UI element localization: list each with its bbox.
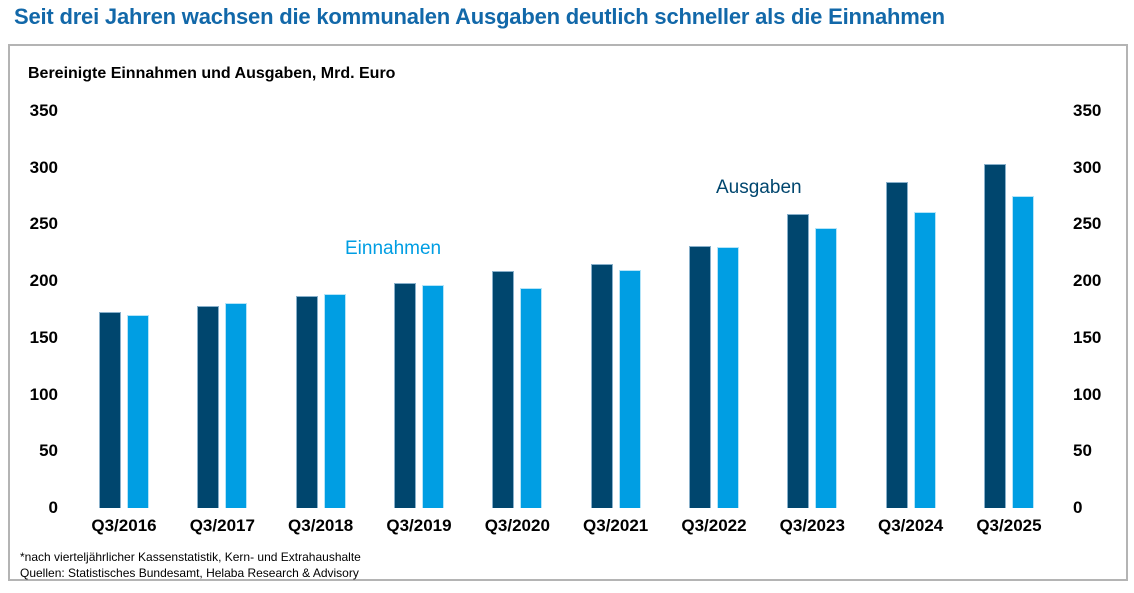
y-tick-label-300: 300 — [1073, 157, 1102, 177]
y-tick-label-150: 150 — [29, 327, 58, 347]
y-tick-label-250: 250 — [1073, 214, 1102, 234]
x-tick-label-q3-2021: Q3/2021 — [583, 516, 649, 535]
bar-ausgaben-q3-2019 — [393, 283, 416, 508]
x-tick-label-q3-2020: Q3/2020 — [484, 516, 550, 535]
bar-group-q3-2023: Q3/2023 — [780, 111, 845, 535]
bar-group-q3-2022: Q3/2022 — [681, 111, 747, 535]
x-tick-label-q3-2017: Q3/2017 — [189, 516, 255, 535]
bar-group-q3-2019: Q3/2019 — [386, 111, 452, 535]
bar-einnahmen-q3-2018 — [323, 293, 346, 508]
y-tick-label-100: 100 — [1073, 384, 1102, 404]
y-tick-label-200: 200 — [1073, 271, 1102, 291]
bar-einnahmen-q3-2023 — [815, 227, 838, 508]
bar-ausgaben-q3-2023 — [787, 214, 810, 508]
bar-ausgaben-q3-2021 — [590, 264, 613, 508]
bar-ausgaben-q3-2020 — [492, 270, 515, 508]
bar-ausgaben-q3-2017 — [197, 306, 220, 508]
y-axis-left: 350 300 250 200 150 100 50 0 — [16, 101, 58, 517]
bar-einnahmen-q3-2019 — [421, 284, 444, 508]
bar-einnahmen-q3-2017 — [225, 302, 248, 508]
chart-subtitle: Bereinigte Einnahmen und Ausgaben, Mrd. … — [28, 65, 396, 82]
y-tick-label-200: 200 — [29, 271, 58, 291]
bar-group-q3-2016: Q3/2016 — [91, 111, 157, 535]
y-axis-right: 350 300 250 200 150 100 50 0 — [1073, 101, 1123, 517]
bar-ausgaben-q3-2016 — [99, 311, 121, 508]
y-tick-label-0: 0 — [48, 498, 58, 517]
y-tick-label-350: 350 — [1073, 101, 1102, 120]
chart-panel-frame — [8, 44, 1128, 581]
bar-group-q3-2020: Q3/2020 — [485, 111, 550, 535]
bar-einnahmen-q3-2025 — [1011, 196, 1034, 508]
y-tick-label-100: 100 — [29, 384, 58, 404]
bar-einnahmen-q3-2020 — [520, 287, 543, 508]
series-label-ausgaben: Ausgaben — [716, 177, 802, 198]
x-tick-label-q3-2019: Q3/2019 — [386, 516, 452, 535]
x-tick-label-q3-2018: Q3/2018 — [288, 516, 354, 535]
x-tick-label-q3-2023: Q3/2023 — [779, 516, 845, 535]
x-tick-label-q3-2025: Q3/2025 — [976, 516, 1042, 535]
series-label-einnahmen: Einnahmen — [345, 238, 442, 259]
plot-area: Q3/2016 Q3/2017 Q3/2018 Q3/2019 Q3/2020 Q3/20… — [85, 111, 1048, 535]
y-tick-label-50: 50 — [1073, 441, 1092, 461]
bar-group-q3-2021: Q3/2021 — [583, 111, 648, 535]
footnote-source-note: *nach vierteljährlicher Kassenstatistik,… — [20, 550, 361, 564]
footnote-sources: Quellen: Statistisches Bundesamt, Helaba… — [20, 566, 359, 581]
bar-group-q3-2017: Q3/2017 — [190, 111, 255, 535]
bar-einnahmen-q3-2016 — [127, 315, 149, 508]
bar-group-q3-2018: Q3/2018 — [288, 111, 353, 535]
x-tick-label-q3-2016: Q3/2016 — [91, 516, 157, 535]
y-tick-label-50: 50 — [39, 441, 58, 461]
bar-ausgaben-q3-2024 — [885, 182, 908, 508]
y-tick-label-0: 0 — [1073, 498, 1083, 517]
chart-title: Seit drei Jahren wachsen die kommunalen … — [14, 4, 945, 29]
bar-einnahmen-q3-2024 — [913, 211, 936, 508]
bar-group-q3-2024: Q3/2024 — [878, 111, 943, 535]
y-tick-label-350: 350 — [29, 101, 58, 120]
y-tick-label-250: 250 — [29, 214, 58, 234]
bar-einnahmen-q3-2021 — [618, 269, 641, 508]
bar-ausgaben-q3-2022 — [688, 245, 711, 508]
bar-ausgaben-q3-2025 — [983, 164, 1006, 508]
x-tick-label-q3-2024: Q3/2024 — [878, 516, 944, 535]
footnotes: *nach vierteljährlicher Kassenstatistik,… — [20, 549, 361, 581]
bar-group-q3-2025: Q3/2025 — [976, 111, 1042, 535]
x-tick-label-q3-2022: Q3/2022 — [681, 516, 747, 535]
y-tick-label-300: 300 — [29, 157, 58, 177]
bar-ausgaben-q3-2018 — [295, 295, 318, 508]
bar-einnahmen-q3-2022 — [716, 247, 739, 508]
y-tick-label-150: 150 — [1073, 327, 1102, 347]
